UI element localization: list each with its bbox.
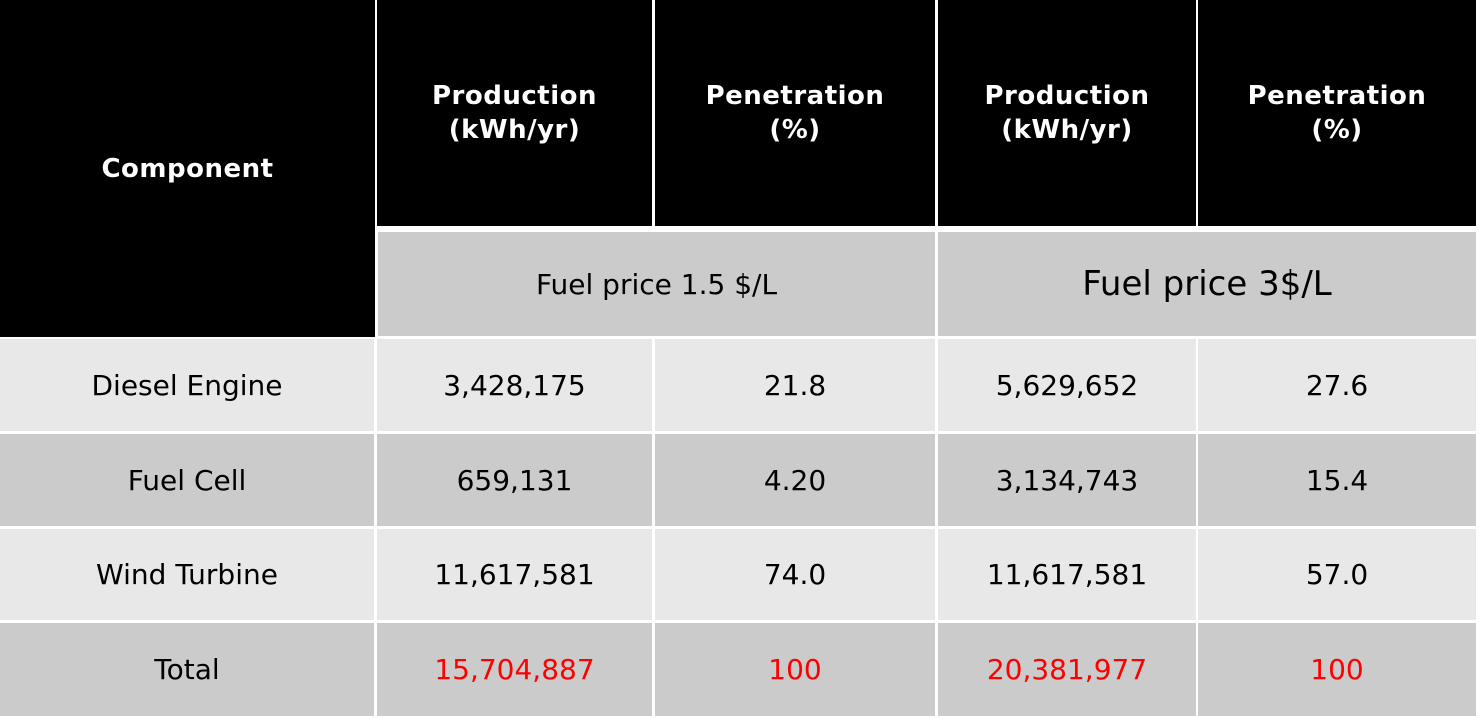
header-penetration-1: Penetration (%) — [655, 0, 935, 226]
header-label: Production — [984, 81, 1150, 111]
value-cell: 3,134,743 — [938, 434, 1196, 526]
header-penetration-2: Penetration (%) — [1198, 0, 1476, 226]
value-cell: 100 — [655, 623, 935, 716]
header-label: Penetration — [1247, 81, 1427, 111]
scenario-fuel-price-1-5: Fuel price 1.5 $/L — [378, 232, 935, 336]
value-cell: 4.20 — [655, 434, 935, 526]
header-component: Component — [0, 0, 375, 337]
value-cell: 100 — [1198, 623, 1476, 716]
component-cell: Diesel Engine — [0, 339, 374, 431]
header-production-1: Production (kWh/yr) — [377, 0, 652, 226]
header-unit: (kWh/yr) — [448, 115, 581, 145]
component-cell: Wind Turbine — [0, 529, 374, 620]
value-cell: 11,617,581 — [377, 529, 652, 620]
value-cell: 3,428,175 — [377, 339, 652, 431]
header-unit: (%) — [1311, 115, 1363, 145]
value-cell: 15.4 — [1198, 434, 1476, 526]
value-cell: 11,617,581 — [938, 529, 1196, 620]
value-cell: 20,381,977 — [938, 623, 1196, 716]
header-production-2: Production (kWh/yr) — [938, 0, 1196, 226]
value-cell: 5,629,652 — [938, 339, 1196, 431]
value-cell: 27.6 — [1198, 339, 1476, 431]
header-unit: (%) — [769, 115, 821, 145]
value-cell: 21.8 — [655, 339, 935, 431]
component-cell: Total — [0, 623, 374, 716]
header-unit: (kWh/yr) — [1001, 115, 1133, 145]
value-cell: 74.0 — [655, 529, 935, 620]
value-cell: 15,704,887 — [377, 623, 652, 716]
component-cell: Fuel Cell — [0, 434, 374, 526]
header-label: Penetration — [705, 81, 885, 111]
scenario-fuel-price-3: Fuel price 3$/L — [938, 232, 1476, 336]
value-cell: 659,131 — [377, 434, 652, 526]
value-cell: 57.0 — [1198, 529, 1476, 620]
header-label: Production — [432, 81, 597, 111]
